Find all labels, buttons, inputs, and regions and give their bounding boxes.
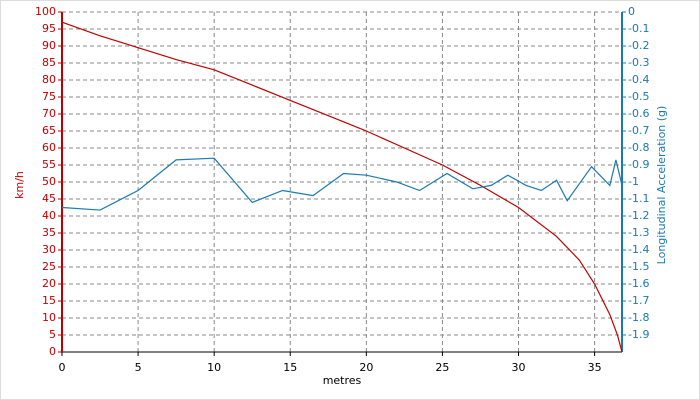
y-tick-label: 90 xyxy=(42,39,56,52)
x-tick-label: 0 xyxy=(59,361,66,374)
y2-tick-label: -0.4 xyxy=(628,73,649,86)
y2-tick-label: -0.8 xyxy=(628,141,649,154)
y-tick-label: 45 xyxy=(42,192,56,205)
y2-tick-label: -0.9 xyxy=(628,158,649,171)
y-tick-label: 80 xyxy=(42,73,56,86)
y2-tick-label: -1 xyxy=(628,175,639,188)
y2-tick-label: -0.6 xyxy=(628,107,649,120)
y2-axis-label: Longitudinal Acceleration (g) xyxy=(655,106,668,265)
y-tick-label: 20 xyxy=(42,277,56,290)
y2-tick-label: -1.3 xyxy=(628,226,649,239)
y-tick-label: 30 xyxy=(42,243,56,256)
x-tick-label: 10 xyxy=(207,361,221,374)
series-line xyxy=(61,157,623,211)
x-tick-label: 35 xyxy=(588,361,602,374)
y-tick-label: 0 xyxy=(49,345,56,358)
x-tick-label: 30 xyxy=(512,361,526,374)
x-tick-label: 25 xyxy=(435,361,449,374)
y-tick-label: 65 xyxy=(42,124,56,137)
y2-tick-label: -0.7 xyxy=(628,124,649,137)
y2-tick-label: -1.6 xyxy=(628,277,649,290)
x-tick-label: 5 xyxy=(135,361,142,374)
y-tick-label: 5 xyxy=(49,328,56,341)
y-tick-label: 15 xyxy=(42,294,56,307)
y2-tick-label: -1.9 xyxy=(628,328,649,341)
x-tick-label: 15 xyxy=(283,361,297,374)
y-axis-label: km/h xyxy=(13,171,26,199)
y-tick-label: 85 xyxy=(42,56,56,69)
y2-tick-label: 0 xyxy=(628,5,635,18)
y2-tick-label: -1.4 xyxy=(628,243,649,256)
y-tick-label: 40 xyxy=(42,209,56,222)
y2-tick-label: -1.7 xyxy=(628,294,649,307)
x-axis-label: metres xyxy=(323,374,362,387)
series-line xyxy=(61,21,623,353)
y2-tick-label: -1.5 xyxy=(628,260,649,273)
y2-tick-label: -1.2 xyxy=(628,209,649,222)
y2-tick-label: -0.2 xyxy=(628,39,649,52)
y-tick-label: 55 xyxy=(42,158,56,171)
y2-tick-label: -0.1 xyxy=(628,22,649,35)
y-tick-label: 100 xyxy=(35,5,56,18)
y2-tick-label: -1.8 xyxy=(628,311,649,324)
y2-tick-label: -0.3 xyxy=(628,56,649,69)
y-tick-label: 50 xyxy=(42,175,56,188)
y-tick-label: 75 xyxy=(42,90,56,103)
y-tick-label: 35 xyxy=(42,226,56,239)
y-tick-label: 10 xyxy=(42,311,56,324)
y-tick-label: 60 xyxy=(42,141,56,154)
x-tick-label: 20 xyxy=(359,361,373,374)
y-tick-label: 70 xyxy=(42,107,56,120)
y2-tick-label: -0.5 xyxy=(628,90,649,103)
y-tick-label: 95 xyxy=(42,22,56,35)
y-tick-label: 25 xyxy=(42,260,56,273)
y2-tick-label: -1.1 xyxy=(628,192,649,205)
